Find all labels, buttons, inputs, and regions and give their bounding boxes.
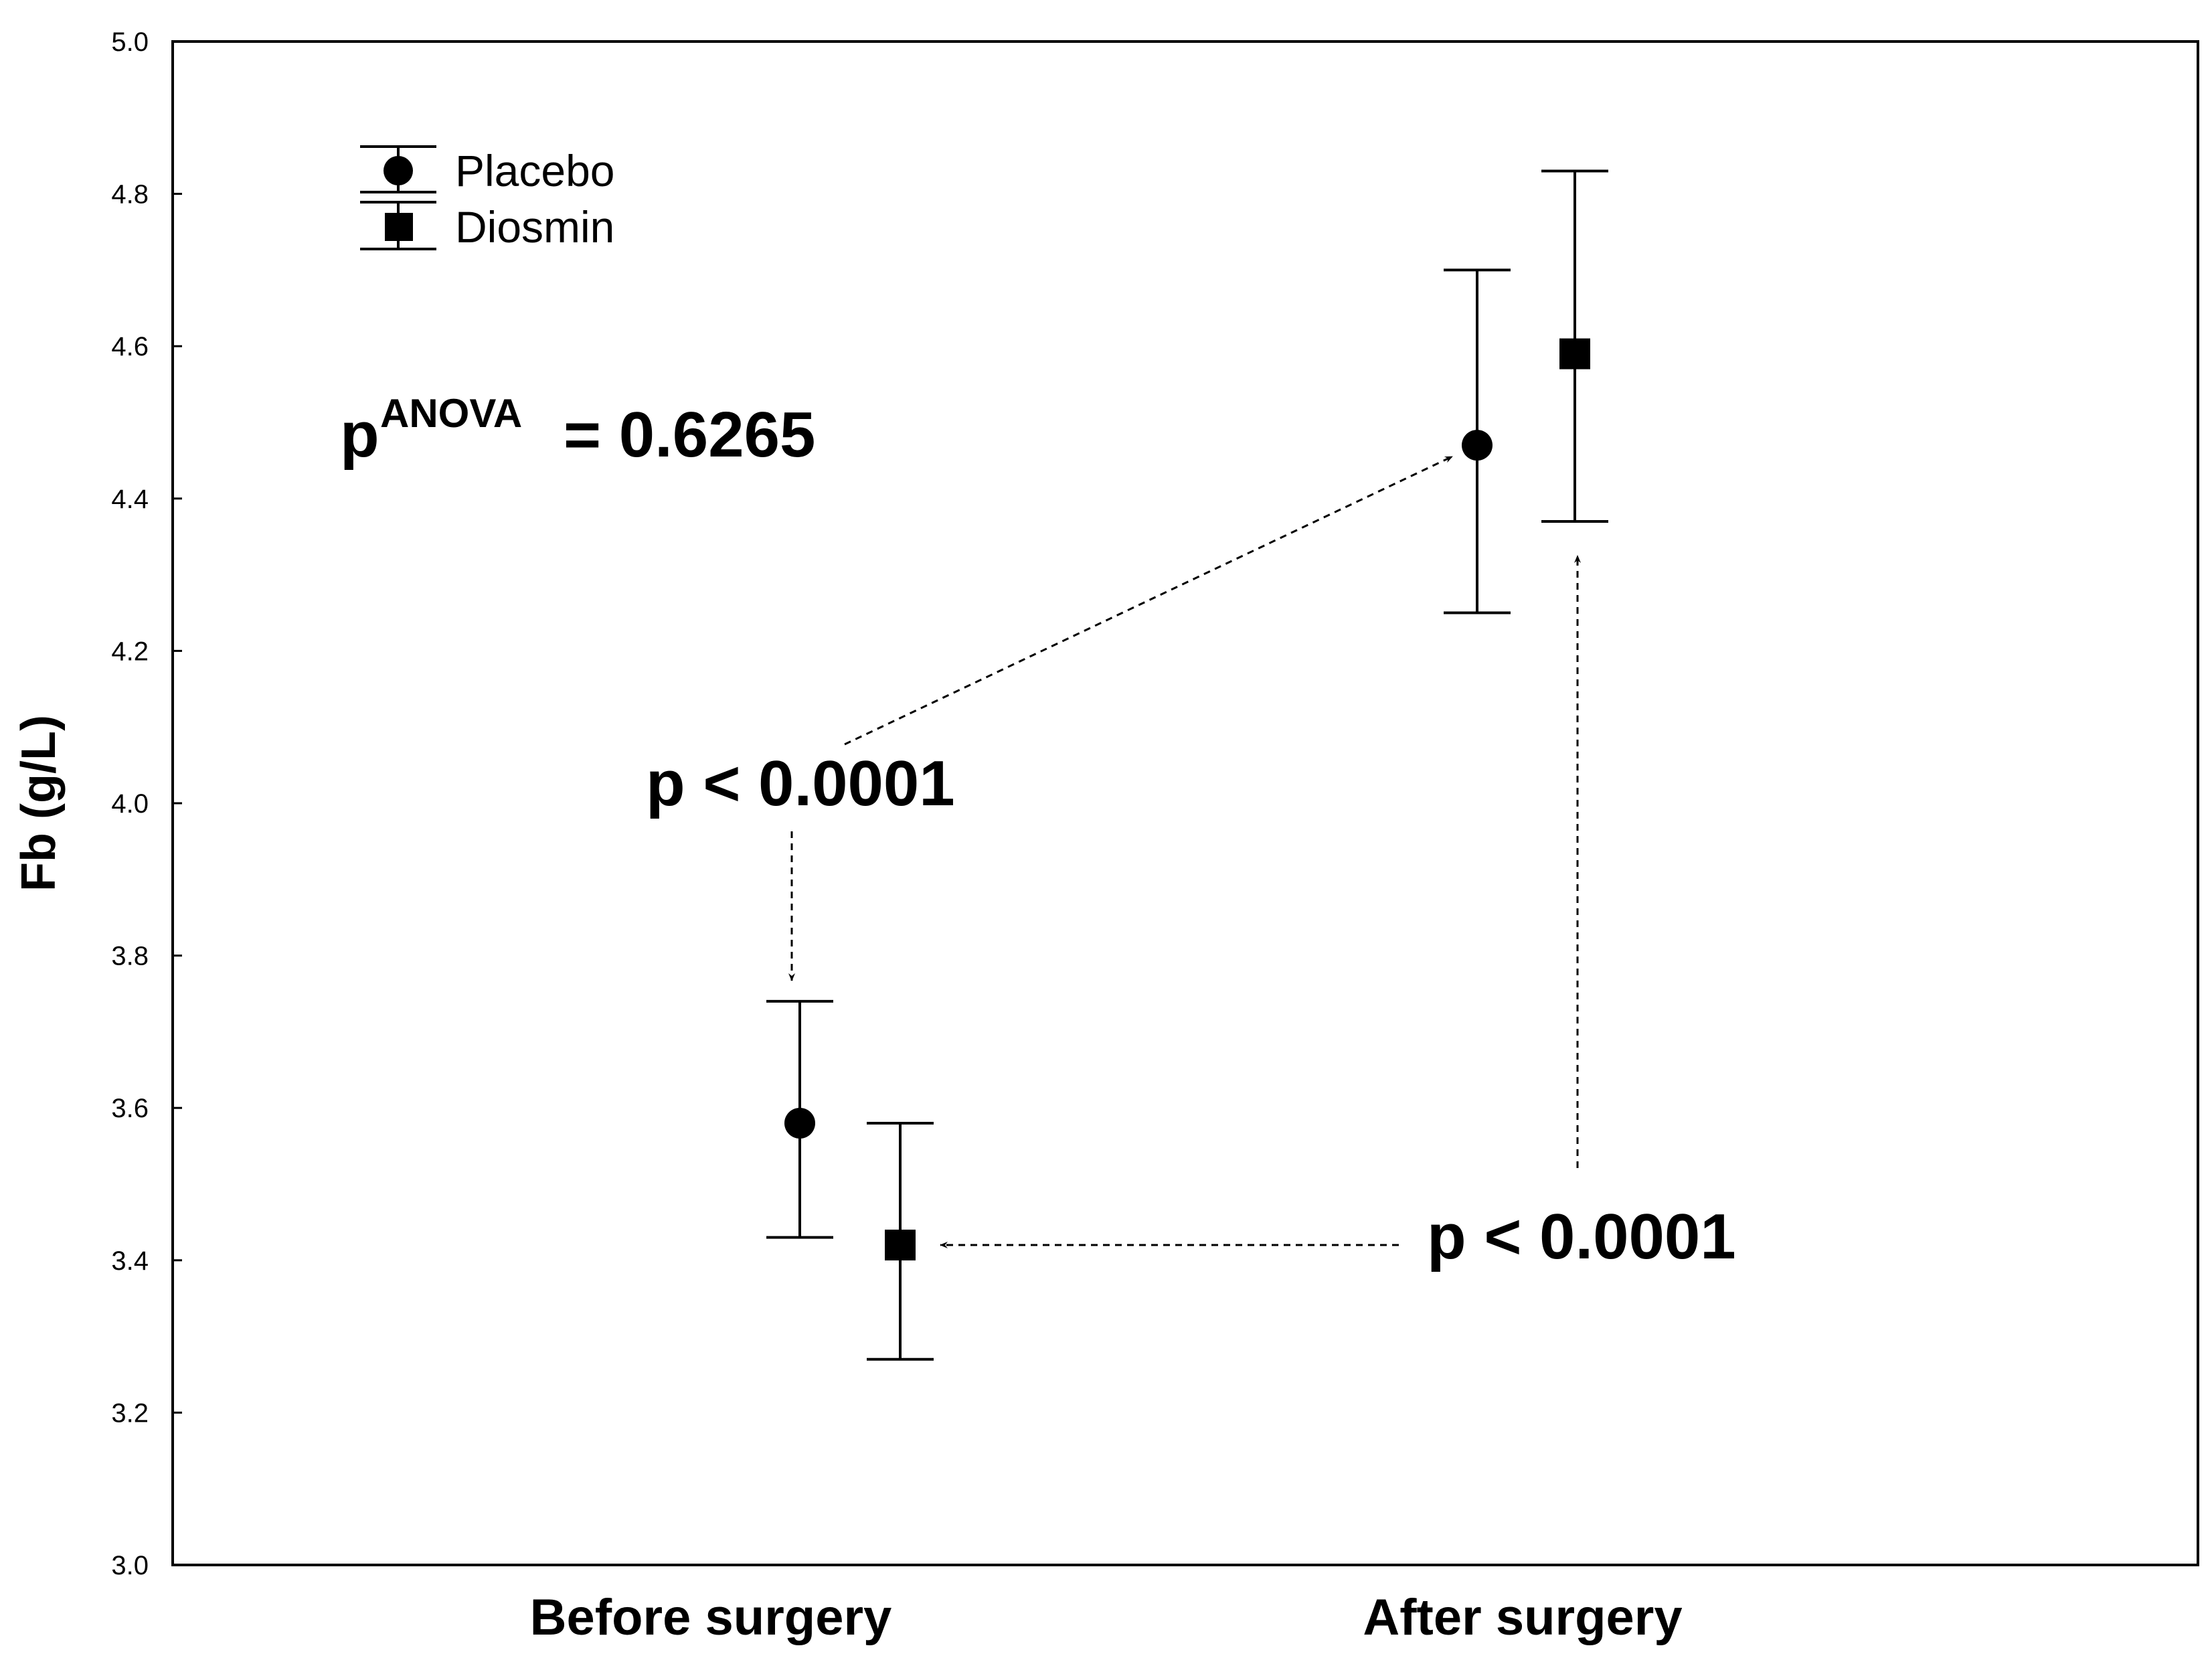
legend-item-placebo: Placebo [360, 145, 615, 195]
plot-frame [171, 40, 2199, 1566]
placebo-pvalue-label: p < 0.0001 [646, 748, 955, 819]
x-category-label: After surgery [1363, 1589, 1682, 1646]
y-tick-label: 5.0 [111, 27, 149, 57]
legend-label-diosmin: Diosmin [455, 202, 614, 252]
placebo-significance: p < 0.0001 [646, 455, 1453, 981]
legend: Placebo Diosmin [360, 145, 615, 252]
series-layer [766, 169, 1608, 1361]
data-point-diosmin [1559, 338, 1590, 369]
diosmin-pvalue-label: p < 0.0001 [1427, 1201, 1736, 1272]
anova-value: = 0.6265 [564, 399, 815, 471]
y-tick-label: 4.6 [111, 332, 149, 361]
series-placebo [766, 268, 1511, 1239]
anova-annotation: p ANOVA = 0.6265 [340, 391, 815, 471]
series-diosmin [867, 169, 1608, 1361]
anova-superscript: ANOVA [380, 391, 522, 436]
data-point-placebo [784, 1107, 815, 1139]
y-tick-label: 3.8 [111, 942, 149, 971]
data-point-diosmin [885, 1230, 916, 1261]
data-point-placebo [1462, 430, 1493, 461]
y-tick-label: 3.2 [111, 1398, 149, 1428]
diosmin-significance: p < 0.0001 [940, 555, 1736, 1272]
legend-label-placebo: Placebo [455, 146, 615, 195]
y-tick-label: 4.0 [111, 789, 149, 819]
y-axis-label: Fb (g/L) [12, 715, 66, 892]
x-category-label: Before surgery [530, 1589, 892, 1646]
legend-item-diosmin: Diosmin [360, 201, 614, 252]
legend-marker-placebo [384, 156, 413, 185]
y-tick-label: 3.4 [111, 1246, 149, 1276]
anova-prefix: p [340, 399, 379, 471]
y-tick-label: 4.8 [111, 180, 149, 210]
y-tick-label: 3.0 [111, 1551, 149, 1580]
placebo-comparison-arrow [844, 455, 1453, 746]
y-tick-label: 3.6 [111, 1094, 149, 1123]
y-axis: 3.0 3.2 3.4 3.6 3.8 4.0 4.2 4.4 4.6 4.8 5.0 [111, 27, 182, 1580]
y-tick-label: 4.2 [111, 637, 149, 666]
y-tick-label: 4.4 [111, 485, 149, 514]
x-axis-categories: Before surgery After surgery [530, 1589, 1683, 1646]
legend-marker-diosmin [385, 213, 413, 241]
